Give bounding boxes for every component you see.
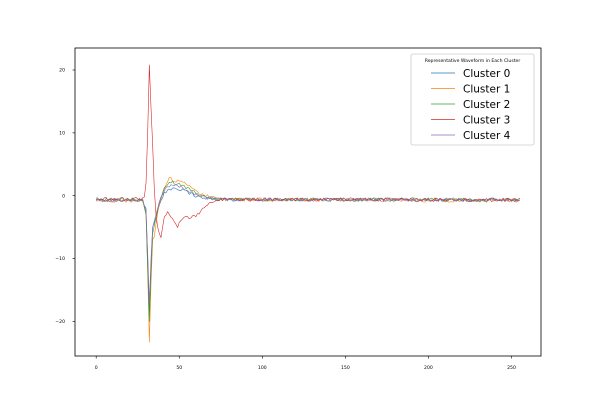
legend-box <box>410 53 535 146</box>
legend-label: Cluster 2 <box>463 99 510 111</box>
y-tick-label: 0 <box>62 193 65 199</box>
y-tick-label: −20 <box>55 319 65 325</box>
legend-title: Representative Waveform in Each Cluster <box>425 58 521 64</box>
x-axis-ticks: 0 50 100 150 200 250 <box>95 356 516 371</box>
y-axis-ticks: −20 −10 0 10 20 <box>55 68 75 325</box>
legend-label: Cluster 4 <box>463 130 511 142</box>
x-tick-label: 100 <box>258 365 267 371</box>
axes-frame <box>74 47 542 357</box>
x-tick-label: 200 <box>424 365 433 371</box>
legend-label: Cluster 1 <box>463 83 510 95</box>
x-tick-label: 250 <box>507 365 516 371</box>
y-tick-label: −10 <box>55 256 65 262</box>
series-group <box>95 64 520 343</box>
x-tick-label: 50 <box>176 365 182 371</box>
x-tick-label: 0 <box>95 365 98 371</box>
legend: Representative Waveform in Each Cluster … <box>410 53 535 146</box>
y-tick-label: 20 <box>59 68 65 74</box>
x-tick-label: 150 <box>341 365 350 371</box>
legend-label: Cluster 3 <box>463 114 510 126</box>
series-line-cluster-4 <box>95 184 520 303</box>
y-tick-label: 10 <box>59 130 65 136</box>
series-line-cluster-3 <box>96 64 520 238</box>
legend-label: Cluster 0 <box>463 68 510 80</box>
